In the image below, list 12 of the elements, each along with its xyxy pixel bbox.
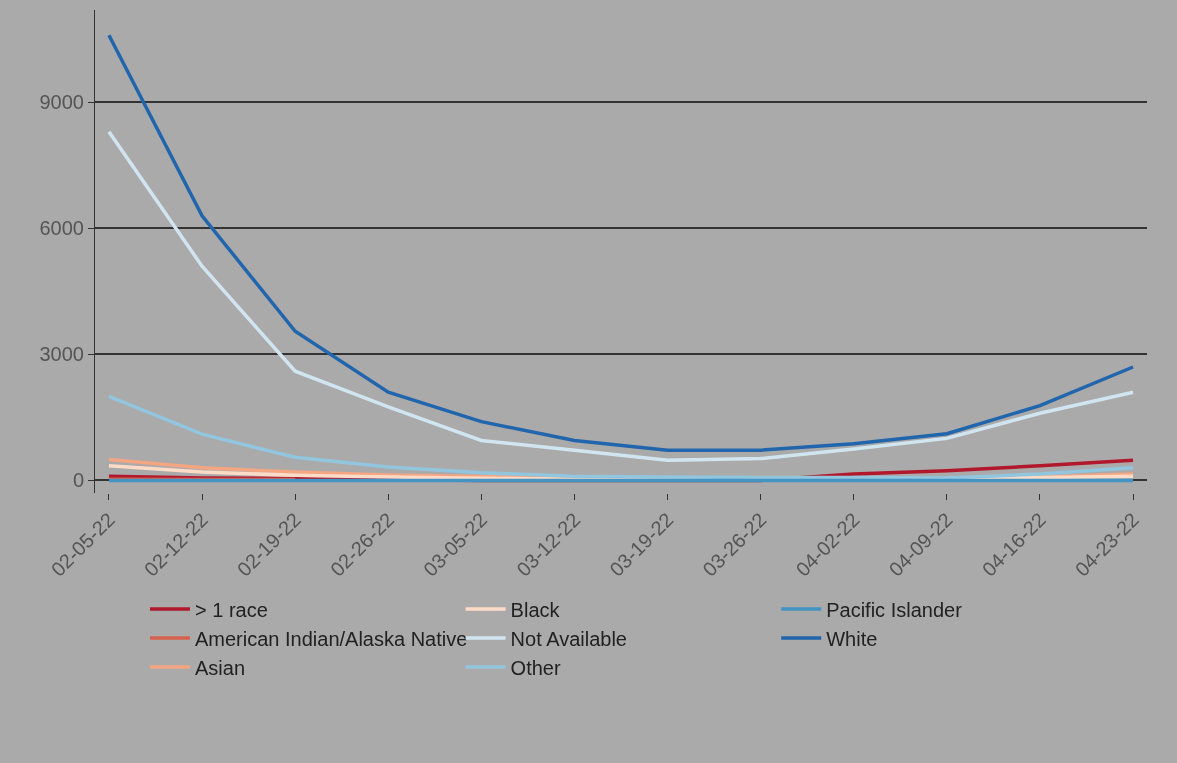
legend-label: White — [826, 627, 878, 650]
legend-label: Pacific Islander — [826, 598, 963, 621]
y-tick-label: 3000 — [39, 343, 84, 366]
y-tick-label: 6000 — [39, 217, 84, 240]
legend-label: Asian — [195, 656, 246, 679]
legend-label: Not Available — [510, 627, 627, 650]
y-tick-label: 0 — [72, 469, 84, 492]
legend-label: Other — [510, 656, 561, 679]
y-tick-label: 9000 — [39, 91, 84, 114]
legend-label: American Indian/Alaska Native — [195, 627, 468, 650]
legend-label: Black — [510, 598, 561, 621]
legend-label: > 1 race — [195, 598, 268, 621]
